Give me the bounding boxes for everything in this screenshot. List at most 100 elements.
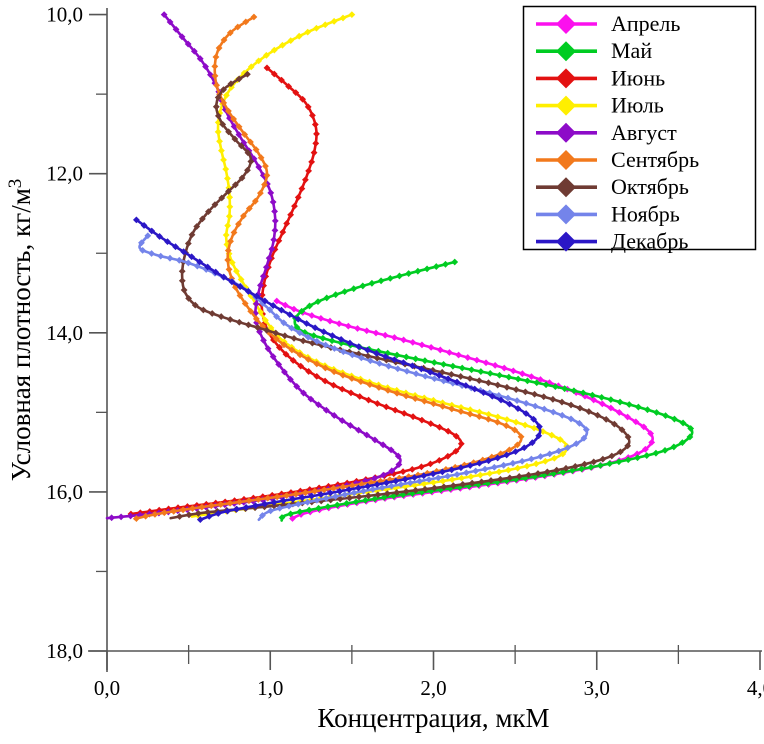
series-marker — [306, 302, 313, 310]
series-marker — [427, 343, 435, 351]
series-marker — [504, 466, 512, 474]
series-marker — [514, 464, 522, 472]
series-marker — [448, 476, 456, 483]
series-marker — [330, 484, 337, 492]
series-marker — [220, 273, 228, 281]
series-marker — [313, 372, 321, 380]
series-marker — [151, 510, 159, 518]
series-marker — [624, 456, 632, 464]
series-marker — [412, 486, 420, 494]
series-marker — [273, 313, 280, 320]
series-marker — [259, 171, 267, 179]
series-marker — [376, 360, 383, 367]
series-marker — [312, 139, 320, 147]
series-marker — [512, 448, 519, 456]
series-marker — [687, 425, 695, 432]
series-marker — [473, 356, 481, 364]
y-tick-label: 18,0 — [46, 639, 83, 663]
series-marker — [228, 259, 236, 267]
series-marker — [281, 301, 289, 309]
series-marker — [222, 165, 230, 173]
series-marker — [548, 431, 556, 439]
series-marker — [503, 383, 511, 391]
series-marker — [596, 462, 604, 469]
series-marker — [282, 350, 290, 358]
series-marker — [224, 175, 231, 182]
series-marker — [333, 501, 341, 509]
series-marker — [218, 147, 225, 155]
series-marker — [308, 158, 316, 166]
series-marker — [418, 463, 425, 471]
series-marker — [290, 334, 298, 342]
series-marker — [272, 329, 280, 337]
series-marker — [534, 470, 542, 477]
series-marker — [256, 189, 264, 197]
series-marker — [262, 51, 270, 59]
series-marker — [304, 333, 312, 341]
series-marker — [164, 238, 171, 246]
series-marker — [364, 346, 371, 354]
series-marker — [384, 349, 392, 357]
series-marker — [322, 494, 330, 502]
series-marker — [172, 243, 179, 251]
series-marker — [226, 499, 234, 507]
series-marker — [509, 459, 517, 467]
series-marker — [304, 103, 312, 111]
series-marker — [430, 359, 438, 366]
series-marker — [426, 368, 434, 376]
series-marker — [379, 441, 387, 449]
series-marker — [247, 63, 255, 71]
series-marker — [444, 472, 452, 480]
series-marker — [402, 488, 410, 495]
series-marker — [360, 487, 367, 495]
legend-item-Декабрь: Декабрь — [536, 229, 688, 254]
legend-item-Август: Август — [536, 120, 677, 145]
series-marker — [322, 341, 329, 349]
series-marker — [330, 412, 338, 419]
series-marker — [512, 476, 520, 483]
series-marker — [228, 278, 236, 286]
series-marker — [590, 396, 598, 404]
series-marker — [207, 502, 215, 510]
series-marker — [438, 468, 446, 476]
series-marker — [564, 444, 572, 452]
series-marker — [228, 83, 235, 91]
series-marker — [432, 263, 440, 270]
series-marker — [361, 496, 369, 504]
series-marker — [559, 450, 567, 458]
series-marker — [420, 480, 428, 488]
series-marker — [184, 40, 192, 48]
series-marker — [500, 364, 508, 372]
series-marker — [176, 513, 184, 520]
series-marker — [435, 457, 443, 464]
series-marker — [670, 443, 678, 451]
series-marker — [226, 203, 234, 211]
series-marker — [341, 491, 349, 499]
series-marker — [298, 185, 306, 193]
series-marker — [615, 409, 623, 416]
series-marker — [240, 69, 248, 77]
series-marker — [395, 461, 403, 468]
series-marker — [486, 389, 494, 397]
series-marker — [224, 256, 232, 264]
legend-item-Май: Май — [536, 38, 652, 63]
series-marker — [211, 201, 219, 209]
series-marker — [189, 505, 196, 512]
series-marker — [457, 373, 465, 380]
series-marker — [255, 57, 263, 65]
series-marker — [178, 33, 186, 41]
series-marker — [132, 216, 140, 224]
series-marker — [378, 484, 386, 492]
series-marker — [276, 504, 284, 512]
series-marker — [397, 481, 405, 488]
series-marker — [476, 408, 483, 416]
series-marker — [315, 504, 322, 512]
series-marker — [420, 397, 428, 405]
series-marker — [643, 452, 651, 459]
series-marker — [484, 415, 492, 423]
series-marker — [355, 426, 362, 434]
series-marker — [252, 300, 260, 308]
series-marker — [355, 350, 363, 358]
series-marker — [431, 484, 438, 492]
